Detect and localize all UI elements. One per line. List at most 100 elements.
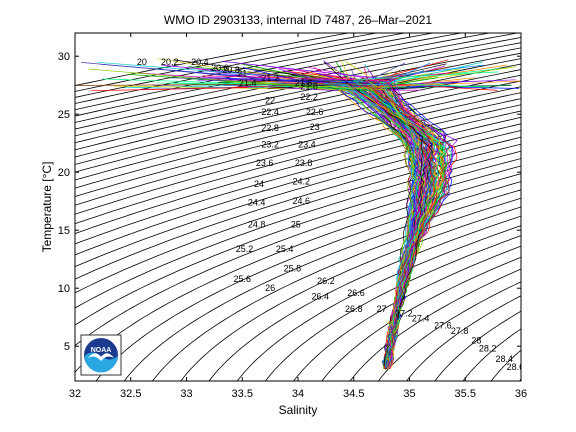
- y-tick-label: 30: [58, 51, 70, 63]
- isopycnal-line: [123, 189, 521, 381]
- isopycnal-line: [75, 37, 521, 130]
- noaa-gull-icon: [88, 353, 114, 361]
- isopycnal-line: [75, 104, 521, 225]
- isopycnal-line: [75, 110, 521, 234]
- contour-label: 22.4: [261, 107, 279, 117]
- y-axis-label: Temperature [°C]: [40, 162, 54, 253]
- x-axis-label: Salinity: [279, 403, 318, 417]
- isopycnal-line: [75, 165, 521, 347]
- isopycnal-line: [75, 98, 521, 215]
- contour-label: 25: [291, 219, 301, 229]
- isopycnal-line: [75, 33, 462, 111]
- contour-label: 20.4: [191, 57, 209, 67]
- isopycnal-line: [321, 256, 521, 381]
- contour-label: 26.6: [347, 288, 365, 298]
- contour-label: 21.4: [239, 78, 257, 88]
- profile-line: [196, 79, 419, 367]
- isopycnal-line: [75, 42, 521, 137]
- contour-label: 23.4: [298, 139, 316, 149]
- contour-label: 25.4: [276, 244, 294, 254]
- profile-line: [170, 77, 437, 368]
- contour-label: 24: [254, 179, 264, 189]
- isopycnal-line: [75, 80, 521, 189]
- contour-label: 28.6: [507, 362, 525, 372]
- isopycnal-line: [75, 143, 521, 294]
- x-tick-label: 36: [515, 388, 527, 400]
- contour-label: 21.8: [300, 81, 318, 91]
- x-axis-ticks: 32 32.5 33 33.5 34 34.5 35 35.5 36: [69, 33, 527, 400]
- isopycnal-line: [75, 74, 521, 181]
- isopycnal-line: [349, 268, 521, 381]
- contour-label: 24.6: [293, 196, 311, 206]
- isopycnal-line: [180, 206, 521, 381]
- contour-label: 27.4: [412, 313, 430, 323]
- isopycnal-line: [75, 116, 521, 245]
- contour-label: 25.8: [284, 264, 302, 274]
- isopycnal-line: [75, 47, 521, 144]
- profile-lines: [77, 58, 520, 370]
- profile-line: [308, 71, 440, 370]
- contour-label: 22.2: [300, 92, 318, 102]
- contour-label: 21.6: [295, 78, 313, 88]
- contour-label: 22.8: [261, 123, 279, 133]
- contour-label: 20.6: [211, 63, 229, 73]
- contour-label: 20.2: [161, 57, 179, 67]
- contour-label: 20: [137, 57, 147, 67]
- profile-line: [229, 79, 421, 368]
- y-tick-label: 10: [58, 283, 70, 295]
- contour-label: 21.2: [261, 73, 279, 83]
- isopycnal-line: [265, 235, 521, 381]
- contour-label: 26.2: [317, 276, 335, 286]
- isopycnal-line: [75, 33, 490, 117]
- contour-label: 28: [471, 335, 481, 345]
- contour-label: 27: [377, 304, 387, 314]
- isopycnal-line: [152, 197, 521, 381]
- contour-label: 23: [310, 122, 320, 132]
- y-tick-label: 15: [58, 225, 70, 237]
- isopycnal-line: [434, 310, 521, 381]
- contour-label: 25.2: [236, 244, 254, 254]
- chart-title: WMO ID 2903133, internal ID 7487, 26–Mar…: [164, 13, 432, 27]
- profile-line: [170, 82, 422, 367]
- contour-label: 26: [265, 283, 275, 293]
- x-tick-label: 32: [69, 388, 81, 400]
- isopycnal-line: [75, 33, 518, 123]
- isopycnal-line: [293, 245, 521, 381]
- contour-label: 28.2: [479, 344, 497, 354]
- y-axis-ticks: 5 10 15 20 25 30: [58, 51, 521, 353]
- x-tick-label: 34: [292, 388, 304, 400]
- isopycnal-line: [75, 69, 521, 173]
- isopycnal-line: [75, 130, 521, 268]
- contour-label: 26.4: [312, 291, 330, 301]
- isopycnal-line: [75, 158, 521, 326]
- x-tick-label: 34.5: [343, 388, 364, 400]
- contour-label: 23.6: [256, 158, 274, 168]
- contour-label: 23.2: [261, 139, 279, 149]
- contour-label: 26.8: [345, 304, 363, 314]
- isopycnal-line: [378, 281, 521, 381]
- isopycnal-line: [519, 378, 521, 381]
- isopycnal-line: [208, 215, 521, 381]
- contour-label: 25.6: [234, 274, 252, 284]
- x-tick-label: 35: [403, 388, 415, 400]
- y-tick-label: 5: [64, 341, 70, 353]
- profile-line: [202, 75, 430, 370]
- contour-label: 24.8: [248, 219, 266, 229]
- x-tick-label: 32.5: [120, 388, 141, 400]
- contour-label: 27.2: [395, 309, 413, 319]
- contour-label: 24.4: [248, 197, 266, 207]
- contour-label: 22: [265, 95, 275, 105]
- profile-line: [351, 80, 520, 370]
- contour-label: 24.2: [293, 177, 311, 187]
- isopycnal-line: [406, 295, 521, 381]
- density-contour-labels: 20 20.2 20.420.620.821 21.2 21.4 21.621.8 22 22…: [137, 57, 525, 372]
- noaa-logo: NOAA: [80, 334, 122, 376]
- x-tick-label: 35.5: [455, 388, 476, 400]
- contour-label: 27.6: [434, 320, 452, 330]
- y-tick-label: 20: [58, 167, 70, 179]
- x-tick-label: 33: [180, 388, 192, 400]
- contour-label: 27.8: [451, 326, 469, 336]
- isopycnal-line: [75, 52, 521, 151]
- contour-label: 20.8: [222, 65, 240, 75]
